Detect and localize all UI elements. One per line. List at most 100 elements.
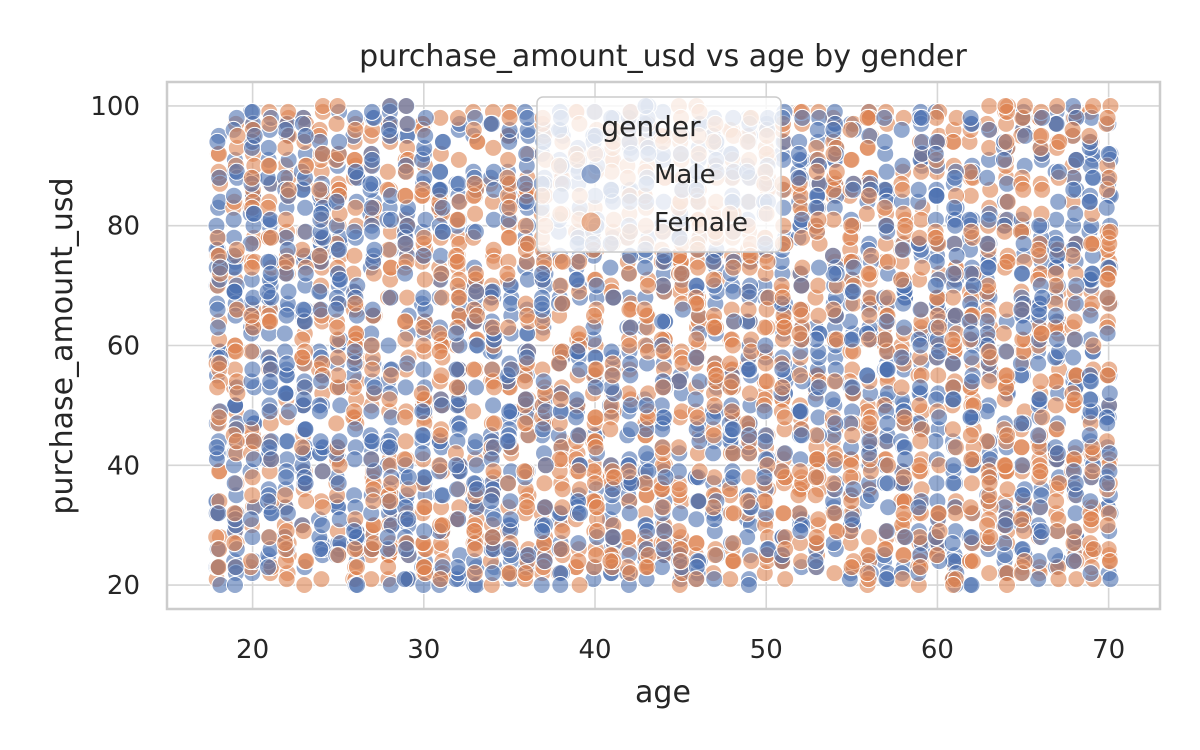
data-point-male bbox=[345, 222, 364, 241]
data-point-male bbox=[1014, 234, 1033, 253]
data-point-female bbox=[893, 570, 912, 589]
data-point-male bbox=[896, 528, 915, 547]
data-point-female bbox=[1098, 108, 1117, 127]
data-point-female bbox=[704, 426, 723, 445]
data-point-female bbox=[1031, 462, 1050, 481]
data-point-male bbox=[362, 198, 381, 217]
data-point-male bbox=[276, 384, 295, 403]
data-point-male bbox=[399, 510, 418, 529]
data-point-male bbox=[413, 444, 432, 463]
data-point-female bbox=[806, 468, 825, 487]
data-point-male bbox=[208, 300, 227, 319]
data-point-male bbox=[724, 282, 743, 301]
data-point-male bbox=[687, 348, 706, 367]
data-point-female bbox=[535, 474, 554, 493]
data-point-female bbox=[928, 546, 946, 565]
data-point-female bbox=[879, 456, 897, 475]
data-point-male bbox=[808, 120, 827, 139]
data-point-male bbox=[1067, 150, 1086, 169]
data-point-female bbox=[706, 546, 725, 565]
data-point-female bbox=[910, 228, 929, 247]
data-point-female bbox=[1031, 372, 1050, 391]
data-point-male bbox=[1064, 552, 1083, 571]
data-point-female bbox=[346, 120, 365, 139]
data-point-male bbox=[310, 402, 329, 421]
data-point-female bbox=[704, 270, 723, 289]
data-point-male bbox=[1047, 330, 1066, 349]
data-point-female bbox=[912, 162, 931, 181]
data-point-female bbox=[241, 552, 260, 571]
data-point-male bbox=[1033, 288, 1052, 307]
data-point-male bbox=[1065, 330, 1084, 349]
data-point-female bbox=[723, 336, 742, 355]
data-point-male bbox=[414, 288, 433, 307]
data-point-male bbox=[824, 246, 842, 265]
data-point-female bbox=[516, 372, 534, 391]
data-point-female bbox=[740, 384, 759, 403]
data-point-male bbox=[979, 210, 998, 229]
data-point-male bbox=[877, 216, 896, 235]
data-point-female bbox=[669, 438, 688, 457]
data-point-male bbox=[690, 372, 709, 391]
data-point-female bbox=[998, 252, 1017, 271]
data-point-female bbox=[588, 522, 606, 541]
data-point-female bbox=[449, 150, 468, 169]
data-point-male bbox=[434, 132, 452, 151]
data-point-female bbox=[791, 462, 810, 481]
data-point-female bbox=[857, 204, 876, 223]
data-point-female bbox=[347, 324, 365, 343]
data-point-female bbox=[724, 534, 743, 553]
data-point-female bbox=[569, 324, 588, 343]
data-point-female bbox=[466, 540, 484, 559]
data-point-male bbox=[536, 402, 555, 421]
legend-box bbox=[536, 96, 782, 253]
data-point-female bbox=[328, 318, 347, 337]
data-point-male bbox=[1097, 474, 1116, 493]
data-point-male bbox=[946, 216, 965, 235]
data-point-female bbox=[259, 156, 278, 175]
data-point-male bbox=[413, 402, 432, 421]
data-point-male bbox=[704, 252, 723, 271]
data-point-female bbox=[208, 378, 227, 397]
data-point-male bbox=[226, 558, 245, 577]
data-point-male bbox=[926, 276, 945, 295]
data-point-male bbox=[262, 504, 281, 523]
data-point-male bbox=[397, 97, 416, 115]
data-point-female bbox=[687, 330, 706, 349]
data-point-male bbox=[313, 462, 332, 481]
data-point-male bbox=[1081, 306, 1100, 325]
data-point-female bbox=[944, 576, 963, 594]
data-point-male bbox=[620, 504, 639, 523]
data-point-female bbox=[448, 252, 467, 271]
data-point-female bbox=[962, 222, 981, 241]
data-point-male bbox=[1081, 564, 1100, 583]
data-point-female bbox=[382, 474, 401, 493]
data-point-male bbox=[294, 300, 313, 319]
data-point-female bbox=[842, 558, 861, 577]
data-point-male bbox=[571, 504, 589, 523]
data-point-male bbox=[673, 300, 692, 319]
data-point-female bbox=[519, 234, 537, 253]
data-point-female bbox=[397, 162, 415, 181]
data-point-female bbox=[724, 504, 743, 523]
y-tick-label: 40 bbox=[107, 451, 140, 481]
data-point-male bbox=[211, 258, 230, 277]
data-point-female bbox=[775, 318, 794, 337]
data-point-male bbox=[482, 492, 501, 511]
data-point-male bbox=[433, 198, 452, 217]
data-point-male bbox=[1013, 486, 1032, 505]
data-point-female bbox=[943, 330, 962, 349]
data-point-female bbox=[1080, 126, 1099, 145]
data-point-female bbox=[773, 378, 792, 397]
data-point-male bbox=[296, 474, 315, 493]
y-axis-label: purchase_amount_usd bbox=[45, 177, 80, 514]
data-point-female bbox=[485, 378, 504, 397]
data-point-male bbox=[363, 432, 382, 451]
data-point-female bbox=[1084, 97, 1103, 115]
data-point-male bbox=[912, 108, 931, 127]
data-point-female bbox=[1012, 510, 1031, 529]
data-point-female bbox=[586, 474, 604, 493]
data-point-female bbox=[570, 576, 589, 594]
data-point-male bbox=[431, 180, 450, 199]
data-point-male bbox=[567, 270, 586, 289]
